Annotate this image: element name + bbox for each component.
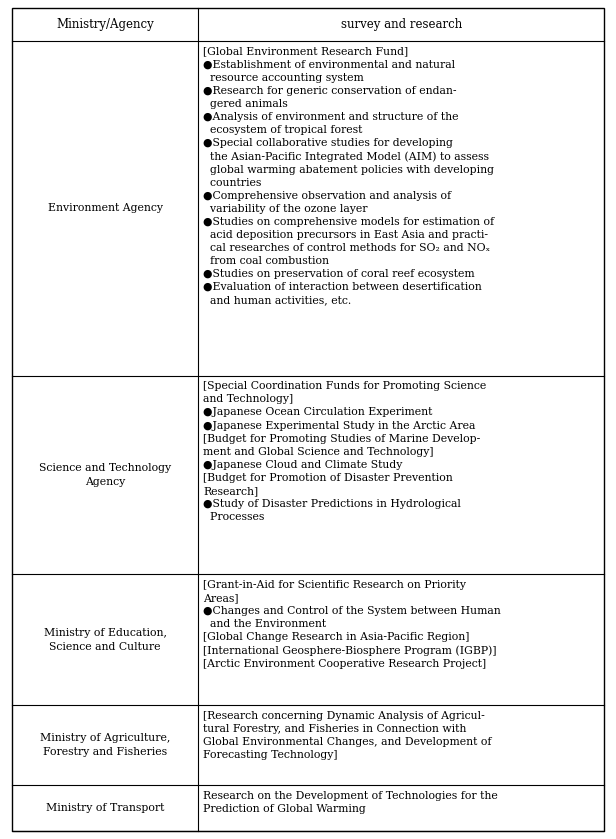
Text: Ministry of Agriculture,
Forestry and Fisheries: Ministry of Agriculture, Forestry and Fi… [40,733,171,758]
Text: Research on the Development of Technologies for the
Prediction of Global Warming: Research on the Development of Technolog… [203,791,498,814]
Text: survey and research: survey and research [341,18,462,31]
Text: Science and Technology
Agency: Science and Technology Agency [39,463,171,487]
Text: [Research concerning Dynamic Analysis of Agricul-
tural Forestry, and Fisheries : [Research concerning Dynamic Analysis of… [203,711,492,760]
Text: Environment Agency: Environment Agency [48,203,163,213]
Text: [Special Coordination Funds for Promoting Science
and Technology]
●Japanese Ocea: [Special Coordination Funds for Promotin… [203,382,487,522]
Text: [Global Environment Research Fund]
●Establishment of environmental and natural
 : [Global Environment Research Fund] ●Esta… [203,46,495,305]
Text: Ministry of Transport: Ministry of Transport [46,803,164,813]
Text: Ministry of Education,
Science and Culture: Ministry of Education, Science and Cultu… [44,628,167,652]
Text: [Grant-in-Aid for Scientific Research on Priority
Areas]
●Changes and Control of: [Grant-in-Aid for Scientific Research on… [203,581,501,670]
Text: Ministry/Agency: Ministry/Agency [57,18,154,31]
